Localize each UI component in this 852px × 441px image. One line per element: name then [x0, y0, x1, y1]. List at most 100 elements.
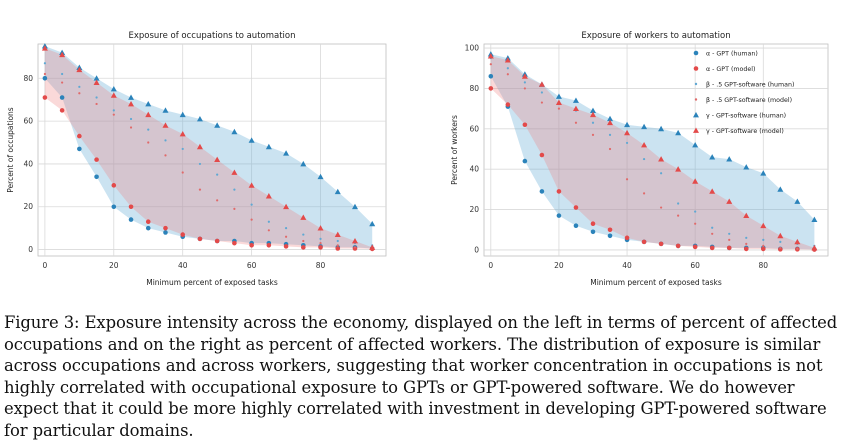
data-point	[248, 182, 255, 188]
data-point	[523, 87, 526, 90]
data-point	[266, 242, 272, 248]
x-tick-label: 80	[759, 261, 769, 270]
exposure-band	[490, 56, 815, 250]
data-point	[43, 72, 46, 76]
data-point	[162, 107, 169, 113]
data-point	[283, 150, 290, 156]
data-point	[506, 67, 509, 70]
data-point	[164, 139, 167, 142]
data-point	[779, 240, 782, 243]
data-point	[180, 232, 186, 237]
data-point	[641, 239, 647, 245]
data-point	[181, 147, 184, 151]
data-point	[641, 141, 648, 148]
data-point	[625, 178, 629, 181]
data-point	[317, 225, 324, 231]
data-point	[760, 170, 767, 176]
x-axis-label: Minimum percent of exposed tasks	[146, 278, 278, 287]
y-tick-label: 40	[23, 159, 33, 168]
data-point	[181, 171, 184, 174]
data-point	[147, 128, 150, 131]
data-point	[607, 227, 613, 233]
data-point	[233, 207, 236, 210]
data-point	[711, 232, 714, 235]
data-point	[625, 141, 629, 145]
x-tick-label: 80	[316, 261, 326, 270]
data-point	[711, 226, 714, 229]
chart-title: Exposure of workers to automation	[581, 31, 730, 41]
y-tick-label: 100	[465, 44, 480, 53]
data-point	[336, 239, 339, 243]
data-point	[677, 202, 680, 205]
data-point	[607, 115, 614, 122]
data-point	[591, 133, 595, 136]
data-point	[692, 244, 698, 250]
data-point	[760, 222, 767, 229]
data-point	[778, 247, 783, 252]
data-point	[145, 100, 152, 107]
data-point	[77, 133, 82, 139]
data-point	[147, 141, 150, 144]
data-point	[353, 246, 357, 249]
data-point	[811, 244, 818, 251]
x-tick-label: 20	[554, 261, 564, 270]
data-point	[111, 204, 117, 210]
series-circle-red	[488, 86, 817, 252]
data-point	[692, 178, 699, 184]
data-point	[624, 121, 631, 128]
chart-workers: 0 20 40 60 80 0 20 40 60 80 100 Exposure of workers…	[426, 0, 852, 300]
data-point	[794, 238, 801, 245]
data-point	[728, 238, 731, 241]
legend-marker	[694, 98, 698, 101]
data-point	[283, 244, 289, 249]
data-point	[300, 214, 307, 220]
data-point	[796, 247, 799, 251]
data-point	[198, 162, 202, 166]
data-point	[216, 199, 219, 202]
series-dot-red	[489, 63, 816, 251]
data-point	[522, 122, 528, 128]
data-point	[351, 238, 358, 244]
data-point	[301, 245, 306, 250]
data-point	[589, 111, 596, 118]
data-point	[163, 225, 168, 231]
data-point	[675, 243, 681, 249]
data-point	[777, 186, 784, 192]
data-point	[94, 174, 99, 180]
data-point	[709, 188, 716, 194]
data-point	[658, 156, 665, 162]
data-point	[95, 96, 98, 99]
legend-marker	[693, 66, 699, 71]
x-tick-label: 60	[690, 261, 700, 270]
legend-entry: β - .5 GPT-software (model)	[706, 97, 792, 104]
data-point	[300, 160, 307, 167]
data-point	[692, 141, 699, 148]
data-point	[779, 246, 782, 250]
data-point	[129, 117, 133, 121]
data-point	[762, 244, 765, 248]
data-point	[488, 86, 494, 91]
y-tick-label: 40	[469, 165, 479, 174]
data-point	[572, 105, 579, 112]
legend-entry: α - GPT (model)	[706, 66, 755, 73]
data-point	[488, 74, 494, 79]
exposure-band	[44, 46, 373, 249]
data-point	[660, 172, 663, 175]
data-point	[196, 115, 203, 122]
data-point	[318, 245, 323, 250]
series-triangle-red	[41, 45, 376, 250]
data-point	[61, 81, 64, 84]
data-point	[641, 123, 648, 130]
exposure-band	[44, 48, 373, 249]
legend-marker	[693, 112, 699, 118]
chart-title: Exposure of occupations to automation	[128, 31, 295, 41]
data-point	[589, 107, 596, 114]
data-point	[61, 72, 64, 76]
data-point	[334, 231, 341, 237]
data-point	[608, 147, 612, 151]
y-tick-label: 20	[469, 205, 479, 214]
legend: α - GPT (human) α - GPT (model) β - .5 GPT…	[693, 51, 794, 135]
data-point	[214, 156, 221, 163]
data-point	[128, 100, 135, 107]
data-point	[745, 242, 748, 245]
